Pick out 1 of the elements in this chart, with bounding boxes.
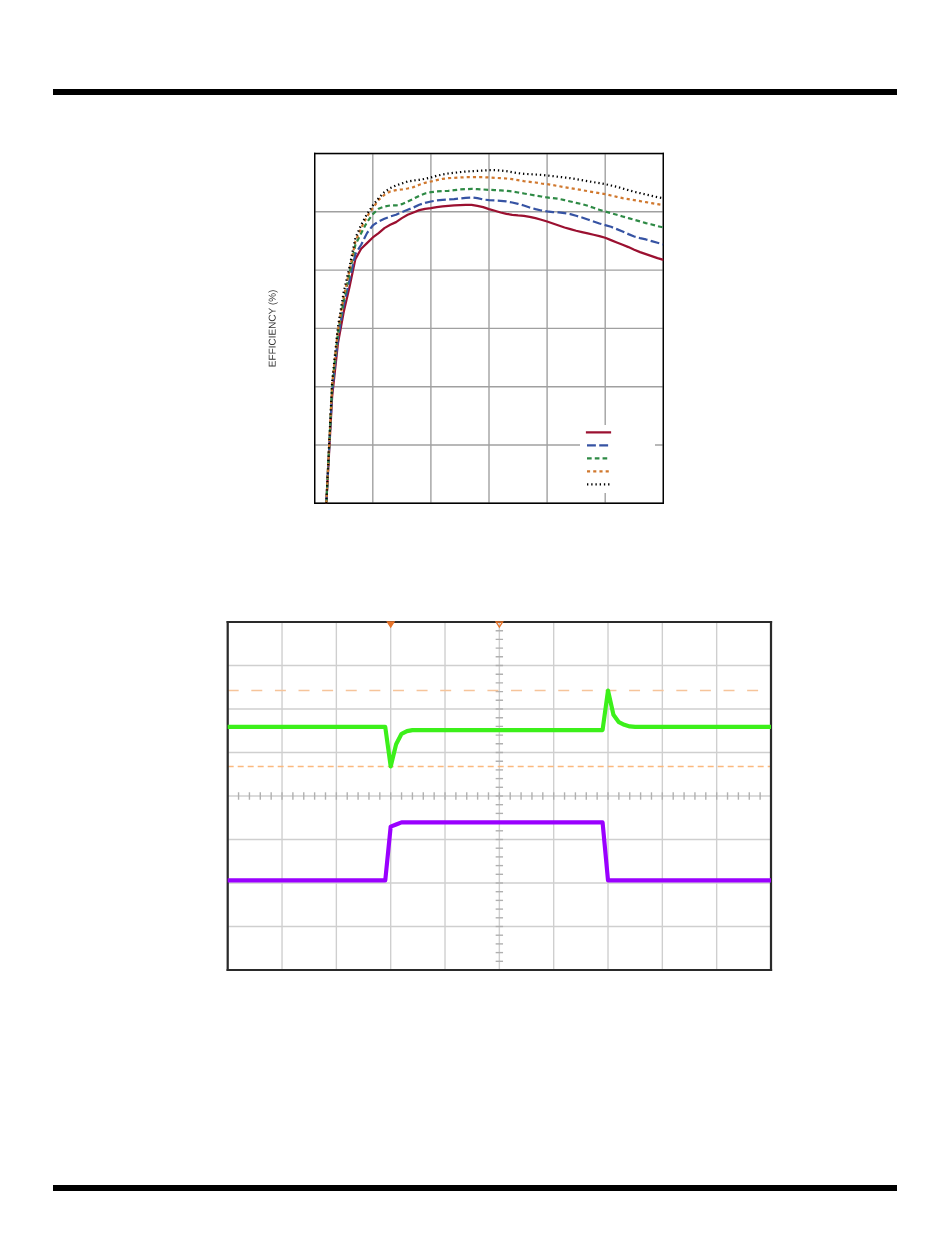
y-axis-title: EFFICIENCY (%) xyxy=(268,290,278,367)
